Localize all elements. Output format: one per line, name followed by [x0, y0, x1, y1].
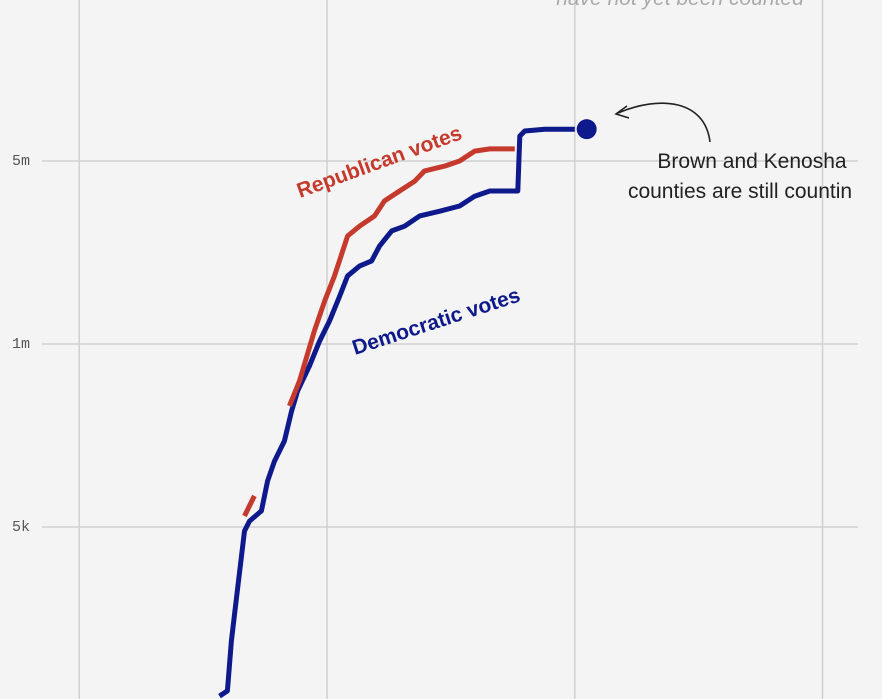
series-line — [218, 126, 575, 699]
y-tick-label: 5m — [12, 153, 30, 170]
series-line — [242, 146, 515, 518]
end-point — [576, 119, 597, 140]
annotation: Brown and Kenosha — [657, 150, 846, 173]
annotation-arrow — [617, 102, 711, 143]
series-label: Democratic votes — [349, 284, 523, 360]
top-annotation: have not yet been counted — [556, 0, 805, 10]
series-label: Republican votes — [294, 122, 465, 203]
annotation: counties are still countin — [628, 180, 852, 203]
y-tick-label: 5k — [12, 519, 30, 536]
arrow-head — [614, 105, 630, 119]
y-tick-label: 1m — [12, 336, 30, 353]
